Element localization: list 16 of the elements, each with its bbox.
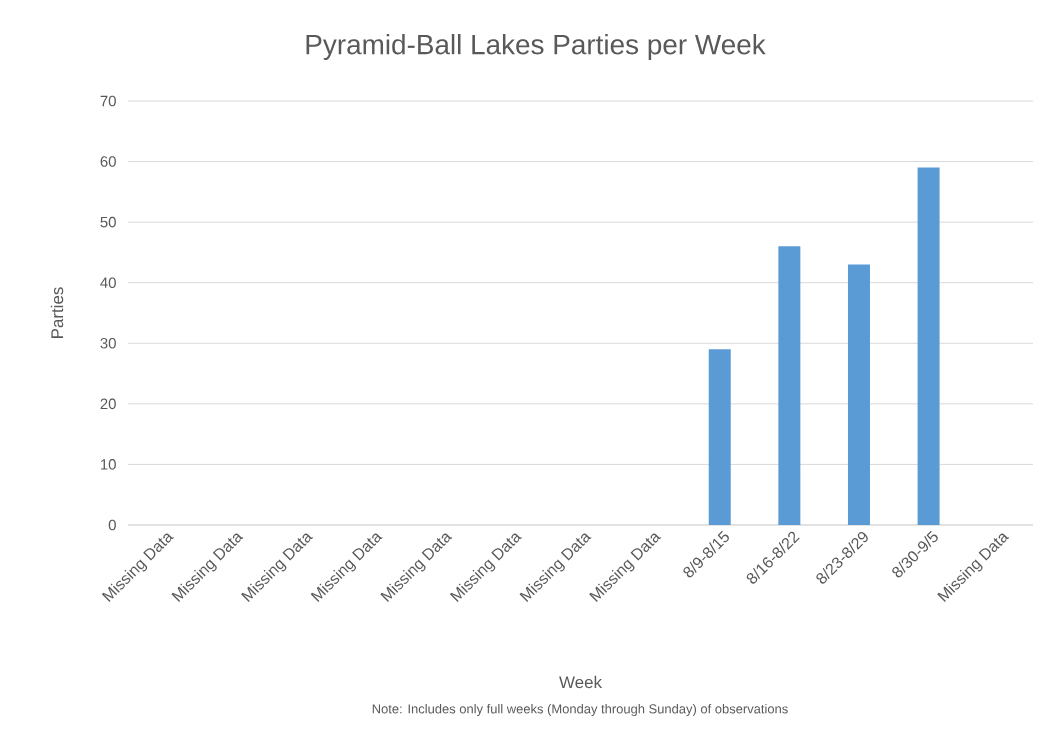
y-tick-label: 70 (100, 95, 116, 107)
bar (917, 167, 940, 525)
chart-title: Pyramid-Ball Lakes Parties per Week (306, 34, 766, 60)
y-tick-label: 30 (100, 337, 116, 349)
y-tick-label: 50 (100, 216, 116, 228)
bar (778, 246, 801, 525)
y-tick-label: 20 (100, 398, 116, 410)
y-tick-label: 0 (108, 519, 116, 531)
y-tick-label: 10 (101, 459, 116, 470)
y-tick-label: 40 (100, 277, 116, 288)
y-axis-title: Parties (50, 287, 64, 338)
y-tick-label: 60 (100, 156, 116, 167)
bar (847, 264, 870, 525)
x-axis-title: Week (559, 675, 603, 689)
bar (708, 349, 731, 525)
text: Note: Includes only full weeks (Monday through Sunday) of observations (372, 703, 788, 717)
